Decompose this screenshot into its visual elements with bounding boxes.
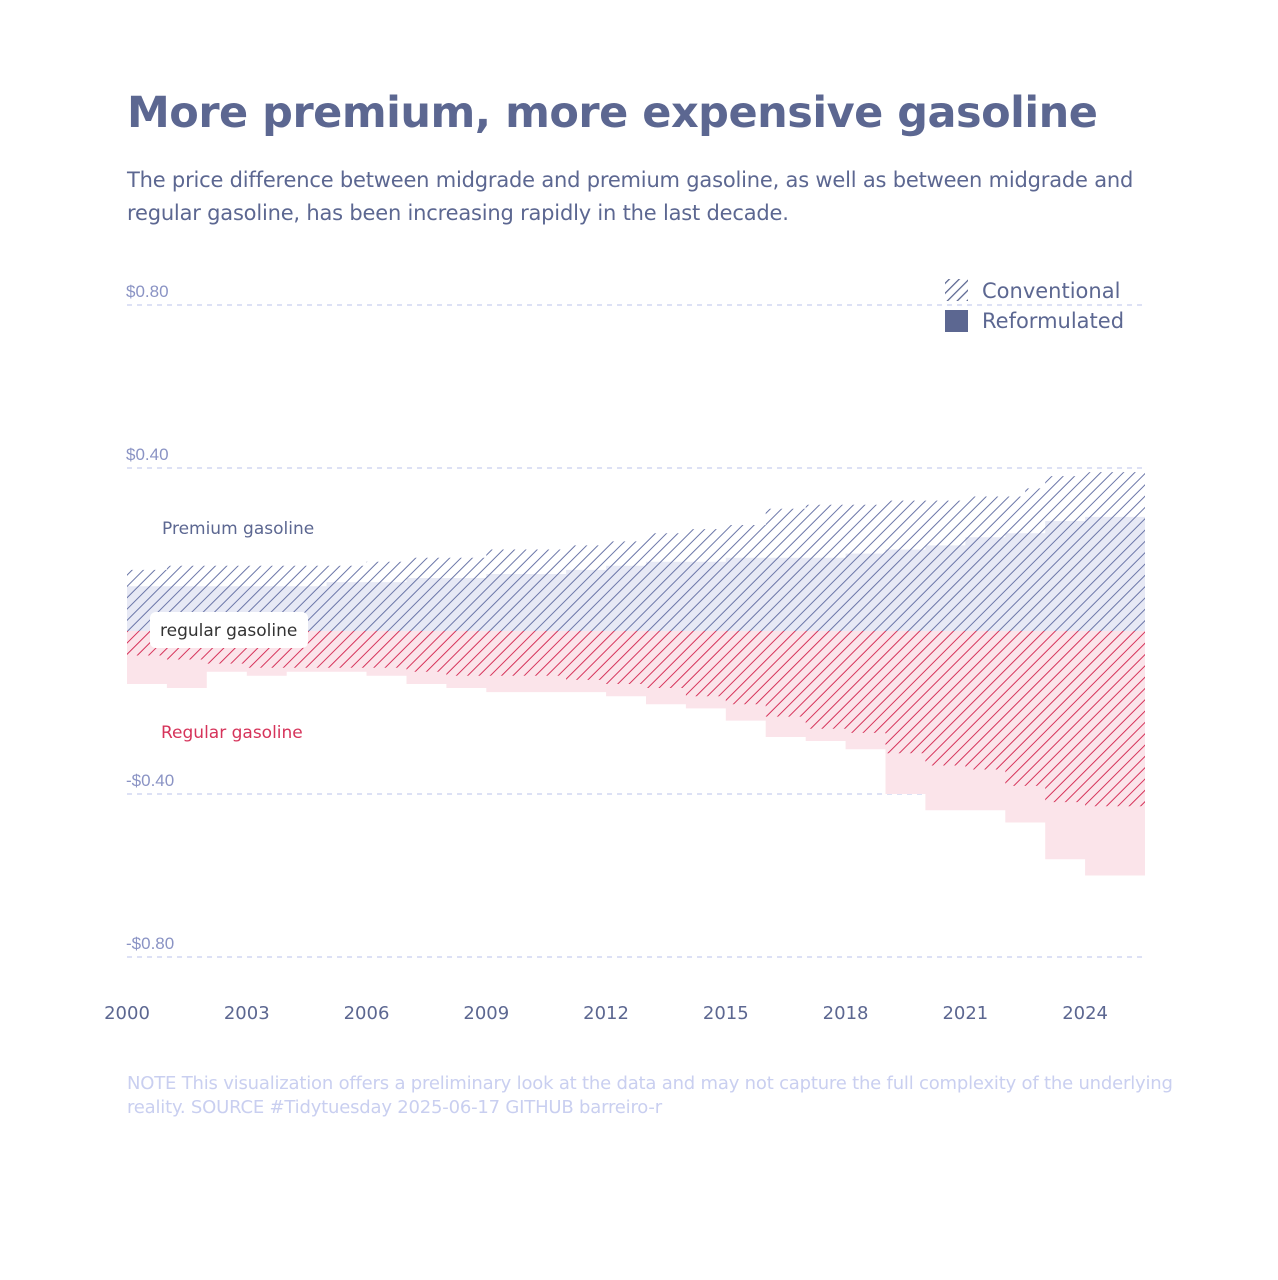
x-tick-label: 2006	[344, 1003, 390, 1024]
x-tick-label: 2009	[463, 1003, 509, 1024]
legend-reformulated-label: Reformulated	[982, 309, 1124, 333]
chart-note: NOTE This visualization offers a prelimi…	[127, 1073, 1173, 1118]
legend-conventional-label: Conventional	[982, 279, 1120, 303]
x-tick-label: 2018	[823, 1003, 869, 1024]
y-tick-label: $0.40	[126, 445, 169, 464]
chart-subtitle: The price difference between midgrade an…	[127, 168, 1134, 225]
legend-reformulated-swatch	[945, 310, 968, 332]
x-tick-label: 2012	[583, 1003, 629, 1024]
chart-title: More premium, more expensive gasoline	[127, 88, 1098, 138]
legend-conventional-swatch	[945, 279, 968, 301]
baseline-label-box	[150, 612, 308, 648]
regular-conventional-area	[127, 631, 1145, 819]
x-tick-label: 2003	[224, 1003, 270, 1024]
legend: Conventional Reformulated	[945, 279, 1124, 333]
y-tick-label: -$0.40	[126, 771, 174, 790]
regular-gasoline-label: Regular gasoline	[161, 723, 303, 743]
premium-conventional-area	[127, 468, 1145, 631]
y-tick-label: $0.80	[126, 282, 169, 301]
x-tick-label: 2021	[942, 1003, 988, 1024]
x-tick-label: 2015	[703, 1003, 749, 1024]
y-tick-label: -$0.80	[126, 934, 174, 953]
x-tick-label: 2000	[104, 1003, 150, 1024]
premium-gasoline-label: Premium gasoline	[162, 519, 314, 539]
x-tick-label: 2024	[1062, 1003, 1108, 1024]
baseline-label: regular gasoline	[160, 621, 297, 641]
